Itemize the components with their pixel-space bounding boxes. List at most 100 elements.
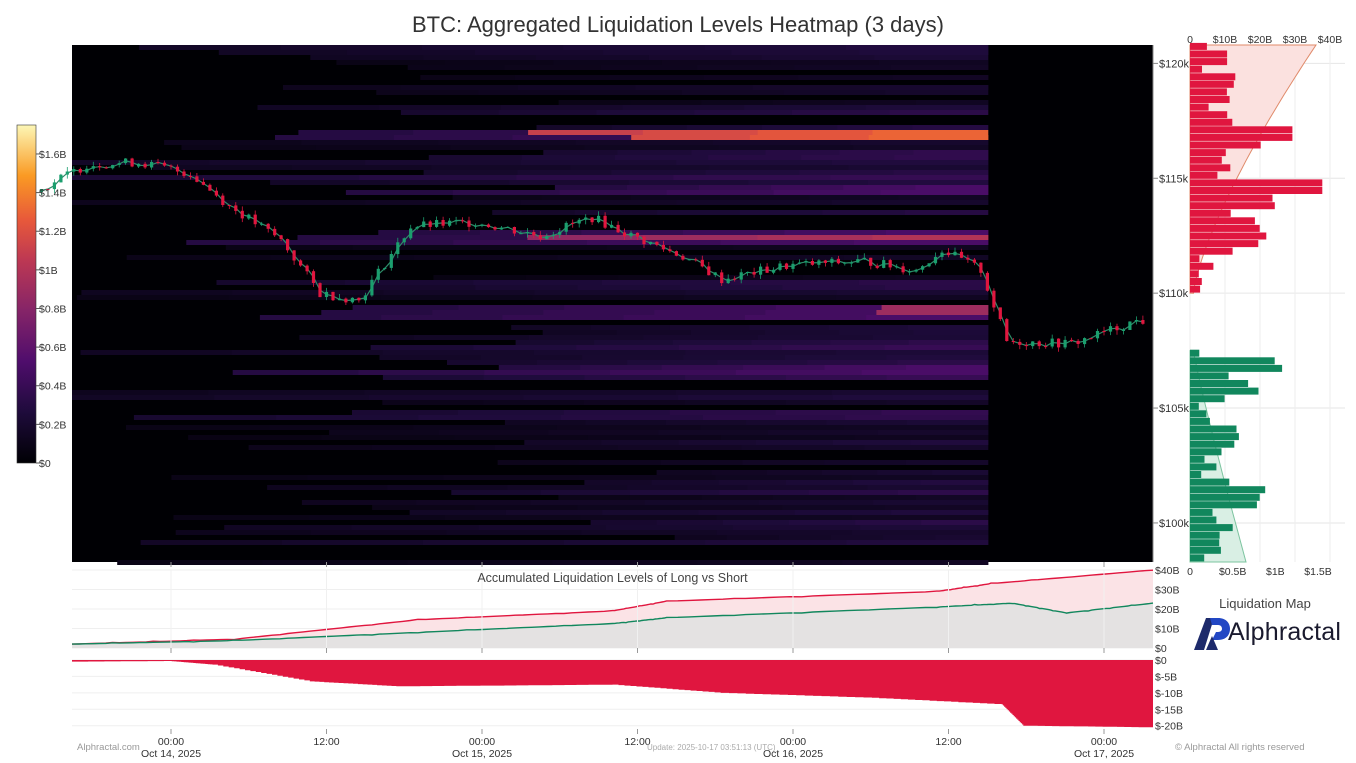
heatmap-cell xyxy=(581,530,718,535)
heatmap-cell xyxy=(479,230,583,235)
heatmap-cell xyxy=(605,525,734,530)
candle-body xyxy=(1063,339,1067,348)
heatmap-cell xyxy=(382,375,485,380)
liquidation-map-top-tick: $10B xyxy=(1213,34,1238,46)
candle-body xyxy=(318,283,322,298)
short-bar xyxy=(1190,164,1231,172)
heatmap-cell xyxy=(785,480,855,485)
heatmap-cell xyxy=(912,125,989,130)
colorbar-ticks: $1.6B $1.4B $1.2B $1B $0.8B $0.6B $0.4B $0.2B $0 xyxy=(36,149,66,470)
candle-body xyxy=(169,165,173,167)
heatmap-cell xyxy=(757,235,874,240)
long-bar xyxy=(1190,410,1207,418)
heatmap-cell xyxy=(910,440,989,445)
heatmap-cell xyxy=(498,110,598,115)
candle-body xyxy=(739,272,743,280)
heatmap-cell xyxy=(584,400,686,405)
heatmap-cell xyxy=(527,235,644,240)
date-tick-label: Oct 17, 2025 xyxy=(1074,748,1134,760)
heatmap-cell xyxy=(773,100,846,105)
candle-body xyxy=(499,227,503,230)
heatmap-cell xyxy=(801,155,896,160)
short-bar xyxy=(1190,255,1200,263)
liquidation-map: 0 $10B $20B $30B $40B 0 $0.5B $1B $1.5B xyxy=(1187,34,1345,578)
colorbar-tick-label: $0.2B xyxy=(39,419,66,431)
heatmap-cell xyxy=(400,85,519,90)
heatmap-cell xyxy=(822,210,906,215)
candle-body xyxy=(940,252,944,257)
short-bar xyxy=(1190,171,1218,179)
heatmap-cell xyxy=(684,400,787,405)
heatmap-cell xyxy=(884,345,989,350)
heatmap-cell xyxy=(894,155,989,160)
heatmap-cell xyxy=(139,45,282,50)
heatmap-cell xyxy=(80,350,233,355)
candle-body xyxy=(538,235,542,240)
candle-body xyxy=(324,291,329,297)
candle-body xyxy=(221,195,225,205)
heatmap-cell xyxy=(257,105,381,110)
candle-body xyxy=(46,189,50,190)
short-bar xyxy=(1190,202,1275,210)
heatmap-cell xyxy=(584,480,653,485)
heatmap-cell xyxy=(580,90,683,95)
candle-body xyxy=(622,232,627,237)
heatmap-cell xyxy=(892,75,989,80)
heatmap-cell xyxy=(370,345,475,350)
heatmap-cell xyxy=(704,45,848,50)
short-bar xyxy=(1190,278,1202,285)
long-bar xyxy=(1190,524,1233,532)
heatmap-cell xyxy=(492,210,576,215)
heatmap-cell xyxy=(705,170,801,175)
heatmap-cell xyxy=(581,230,684,235)
heatmap-cell xyxy=(311,530,448,535)
heatmap-cell xyxy=(642,130,759,135)
heatmap-cell xyxy=(789,520,857,525)
candle-body xyxy=(493,227,497,230)
brand: Alphractal xyxy=(1190,614,1356,654)
heatmap-cell xyxy=(739,210,824,215)
accumulated-title: Accumulated Liquidation Levels of Long v… xyxy=(477,571,748,585)
candle-body xyxy=(772,269,776,273)
heatmap-cell xyxy=(905,365,989,370)
heatmap-cell xyxy=(749,325,830,330)
heatmap-cell xyxy=(932,470,989,475)
time-tick-label: 00:00 xyxy=(1091,736,1117,748)
heatmap-cell xyxy=(309,515,446,520)
heatmap-cell xyxy=(329,430,440,435)
heatmap-cell xyxy=(585,420,667,425)
heatmap-cell xyxy=(224,525,353,530)
heatmap-cell xyxy=(629,495,703,500)
heatmap-cell xyxy=(438,430,550,435)
heatmap-cell xyxy=(836,350,989,355)
liquidation-map-bottom-tick: 0 xyxy=(1187,566,1193,578)
heatmap-cell xyxy=(854,435,989,440)
heatmap-cell xyxy=(716,530,854,535)
heatmap-cell xyxy=(232,290,385,295)
heatmap-cell xyxy=(798,75,894,80)
heatmap-cell xyxy=(719,490,810,495)
short-bar xyxy=(1190,149,1226,157)
heatmap-cell xyxy=(76,295,230,300)
heatmap-cell xyxy=(418,415,562,420)
candle-body xyxy=(849,262,853,264)
colorbar-tick-label: $1.6B xyxy=(39,149,66,161)
heatmap-cell xyxy=(666,190,775,195)
heatmap-cell xyxy=(352,305,460,310)
heatmap-cell xyxy=(661,60,772,65)
heatmap-cell xyxy=(262,560,409,565)
heatmap-cell xyxy=(872,130,989,135)
candle-body xyxy=(376,268,380,280)
long-bar xyxy=(1190,486,1266,494)
candle-body xyxy=(98,166,102,168)
heatmap-cell xyxy=(209,160,367,165)
liquidation-map-top-tick: $30B xyxy=(1283,34,1308,46)
heatmap-cell xyxy=(830,340,910,345)
heatmap-cell xyxy=(699,185,773,190)
heatmap-cell xyxy=(517,170,613,175)
brand-logo xyxy=(1194,618,1230,650)
candle-body xyxy=(344,298,348,303)
heatmap-cell xyxy=(915,495,989,500)
colorbar-tick-label: $0.4B xyxy=(39,381,66,393)
heatmap-cell xyxy=(864,445,989,450)
